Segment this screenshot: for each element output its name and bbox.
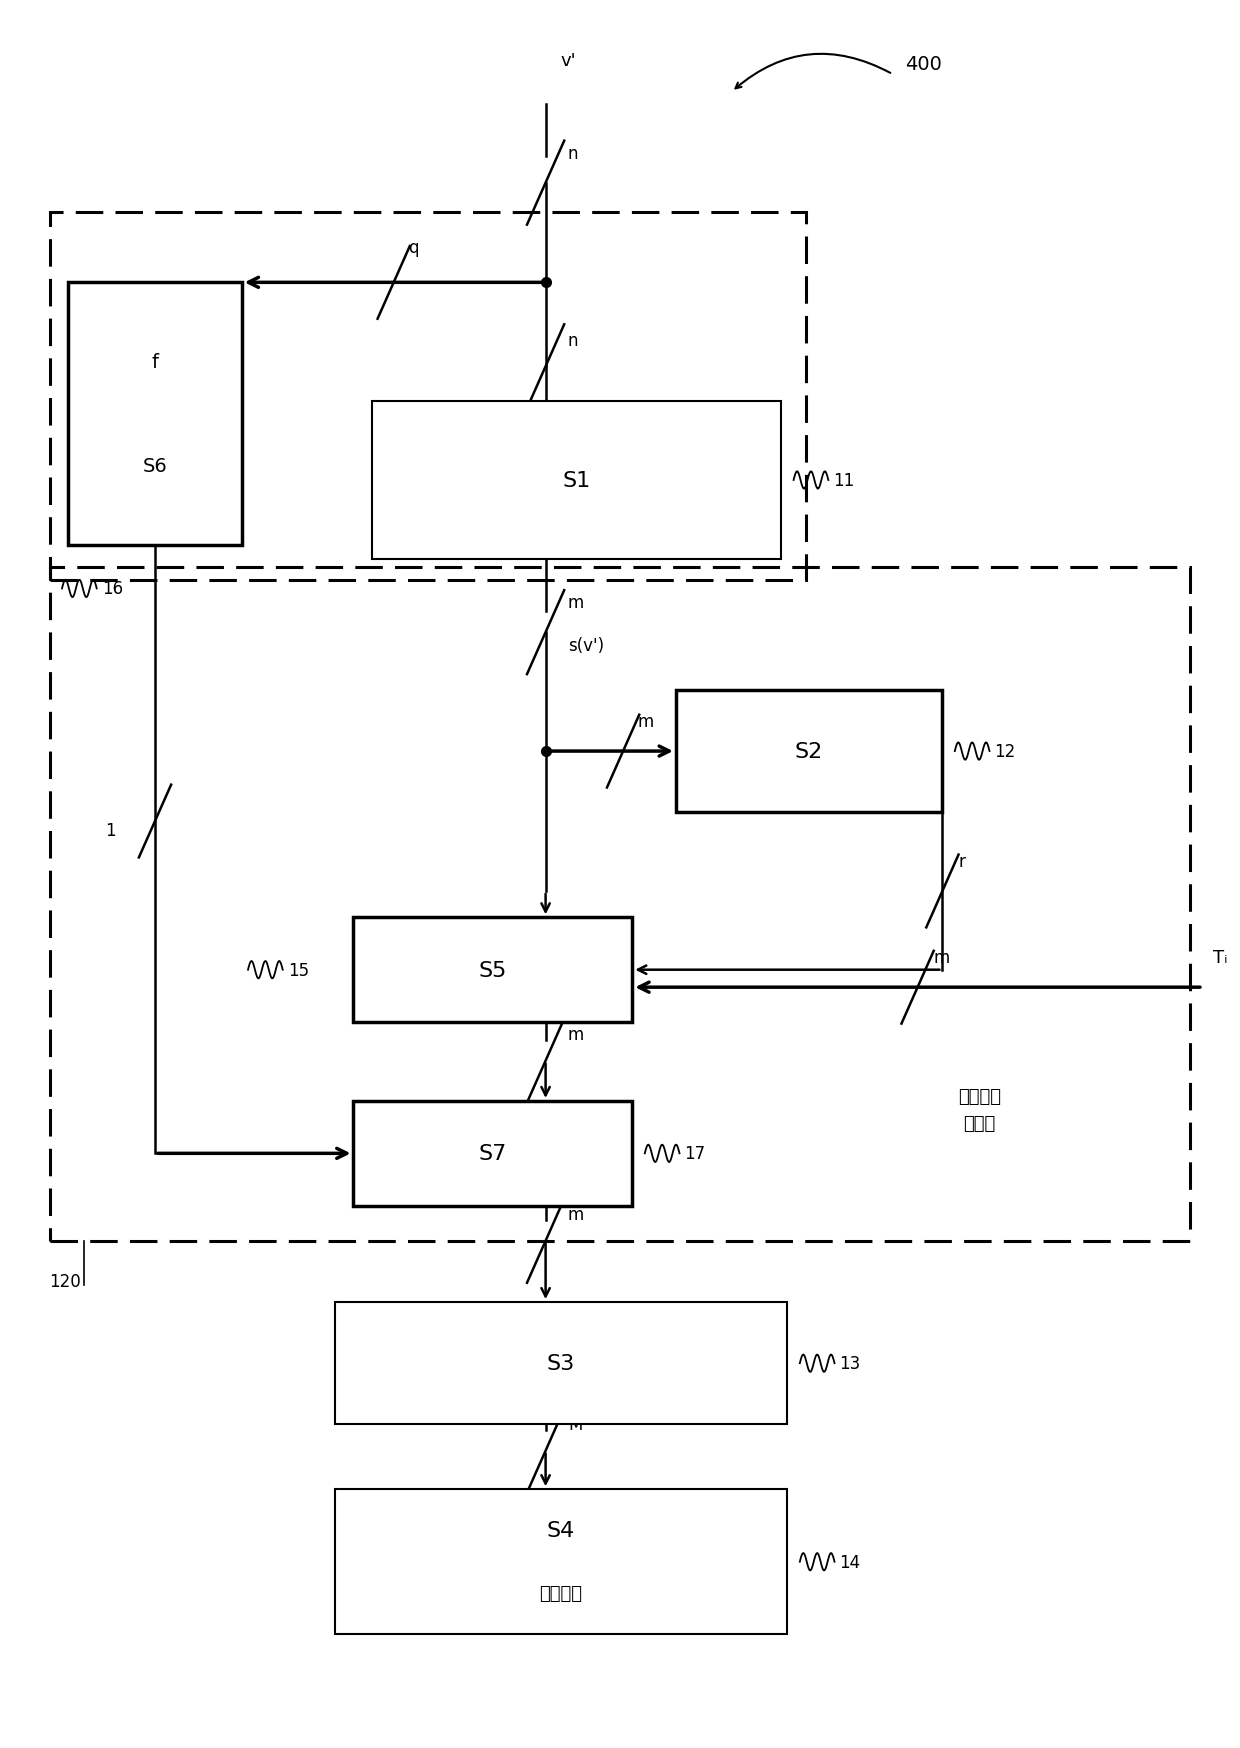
Bar (335, 1489, 787, 1634)
Text: S7: S7 (479, 1143, 507, 1164)
Text: 测试序列
提供器: 测试序列 提供器 (959, 1087, 1001, 1133)
Text: 120: 120 (50, 1273, 82, 1290)
Bar (353, 918, 632, 1023)
Text: 11: 11 (833, 472, 854, 489)
Text: n: n (568, 145, 578, 163)
Text: m: m (568, 1026, 584, 1044)
Bar (50, 213, 806, 580)
Text: M: M (568, 1416, 583, 1433)
Text: 16: 16 (102, 580, 123, 598)
Text: q: q (409, 239, 419, 257)
Bar (372, 402, 781, 559)
Text: m: m (568, 594, 584, 612)
Text: s(v'): s(v') (568, 636, 604, 654)
Text: S1: S1 (563, 470, 590, 491)
Bar (676, 690, 942, 813)
Bar (335, 1302, 787, 1425)
Text: 17: 17 (684, 1145, 706, 1162)
Text: r: r (959, 853, 966, 871)
Bar (353, 1101, 632, 1206)
Text: S5: S5 (479, 960, 507, 981)
Text: 1: 1 (105, 822, 117, 839)
Text: 15: 15 (288, 961, 309, 979)
Text: v': v' (560, 52, 577, 70)
Text: m: m (934, 949, 950, 967)
Text: S2: S2 (795, 741, 823, 762)
Text: n: n (568, 332, 578, 350)
Text: S4: S4 (547, 1521, 575, 1540)
Text: 400: 400 (905, 56, 942, 73)
Text: Tᵢ: Tᵢ (1213, 949, 1228, 967)
Text: S6: S6 (143, 458, 167, 475)
Text: S3: S3 (547, 1353, 575, 1374)
Bar (68, 283, 242, 545)
Bar (50, 568, 1190, 1241)
Text: m: m (639, 713, 655, 731)
Text: 13: 13 (839, 1355, 861, 1372)
Text: 12: 12 (994, 743, 1016, 760)
Text: m: m (568, 1206, 584, 1224)
Text: f: f (151, 353, 159, 371)
Text: 分析电路: 分析电路 (539, 1584, 583, 1603)
Text: 14: 14 (839, 1552, 861, 1571)
